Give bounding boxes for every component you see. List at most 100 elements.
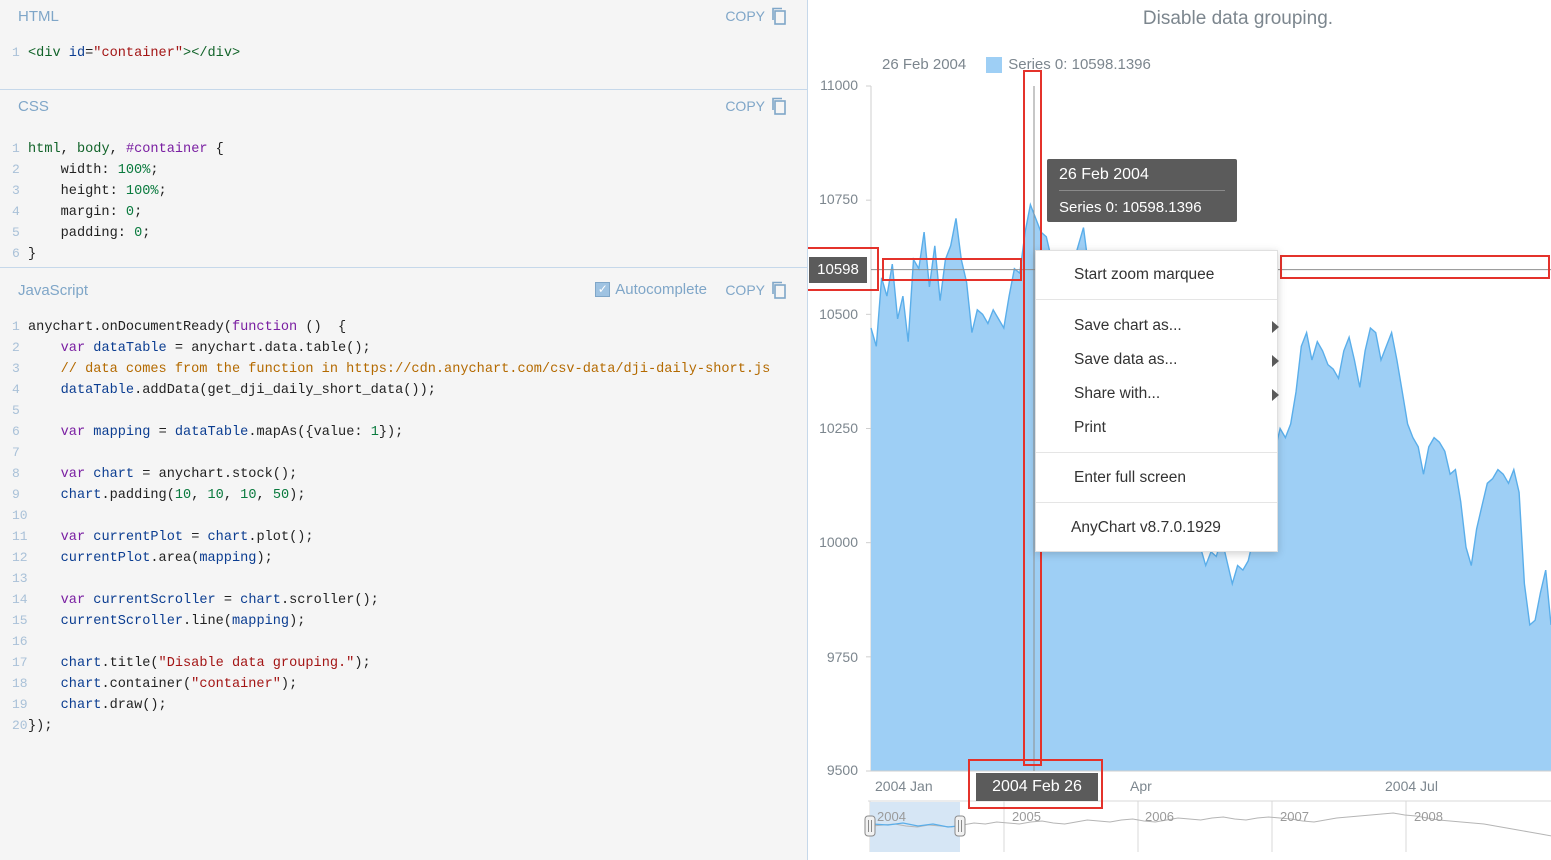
code-line[interactable]: 16 xyxy=(0,631,770,652)
code-token xyxy=(28,467,61,482)
code-line[interactable]: 20}); xyxy=(0,715,770,736)
line-number: 15 xyxy=(12,613,28,628)
menu-item-save-chart-as[interactable]: Save chart as... xyxy=(1074,313,1279,339)
code-token xyxy=(28,614,61,629)
autocomplete-checkbox[interactable]: ✓ xyxy=(595,282,611,297)
code-token: var xyxy=(60,467,86,482)
code-token: , xyxy=(191,488,208,503)
line-number: 12 xyxy=(12,550,28,565)
code-token: var xyxy=(60,425,86,440)
code-token: padding: xyxy=(28,226,135,241)
x-tick-label: Apr xyxy=(1130,778,1152,794)
highlight-box-y-label xyxy=(808,247,879,291)
code-token: html xyxy=(28,142,61,157)
scroller-year-label: 2008 xyxy=(1414,809,1443,824)
code-line[interactable]: 3 height: 100%; xyxy=(0,180,224,201)
menu-item-enter-full-screen[interactable]: Enter full screen xyxy=(1074,469,1186,486)
highlight-box-crosshair-right xyxy=(1280,255,1550,279)
code-token: = xyxy=(183,530,208,545)
code-token: = anychart.data.table(); xyxy=(166,341,371,356)
line-number: 3 xyxy=(12,183,20,198)
menu-item-save-data-as[interactable]: Save data as... xyxy=(1074,347,1279,373)
code-token: chart xyxy=(60,488,102,503)
line-number: 11 xyxy=(12,529,28,544)
code-token: .container( xyxy=(101,677,192,692)
autocomplete-label: Autocomplete xyxy=(615,281,707,298)
code-line[interactable]: 2 width: 100%; xyxy=(0,159,224,180)
code-token xyxy=(28,488,61,503)
code-token: dataTable xyxy=(60,383,135,398)
code-token: chart xyxy=(60,677,102,692)
scroller-thumb-handle[interactable] xyxy=(954,815,966,837)
submenu-arrow-icon xyxy=(1272,355,1279,367)
menu-item-start-zoom-marquee[interactable]: Start zoom marquee xyxy=(1074,266,1215,283)
javascript-code-editor[interactable]: 1 anychart.onDocumentReady(function () {2… xyxy=(0,316,770,736)
code-line[interactable]: 7 xyxy=(0,442,770,463)
code-line[interactable]: 1 anychart.onDocumentReady(function () { xyxy=(0,316,770,337)
code-line[interactable]: 15 currentScroller.line(mapping); xyxy=(0,610,770,631)
copy-icon xyxy=(771,97,787,115)
menu-item-anychart-version[interactable]: AnyChart v8.7.0.1929 xyxy=(1071,519,1221,536)
y-tick-label: 10000 xyxy=(819,534,858,550)
code-line[interactable]: 4 dataTable.addData(get_dji_daily_short_… xyxy=(0,379,770,400)
highlight-box-crosshair-left xyxy=(882,258,1022,281)
code-token: mapping xyxy=(199,551,257,566)
code-line[interactable]: 13 xyxy=(0,568,770,589)
x-tick-label: 2004 Jul xyxy=(1385,778,1438,794)
legend-item-series-0[interactable]: Series 0: 10598.1396 xyxy=(980,56,1151,73)
context-menu: Start zoom marquee Save chart as... Save… xyxy=(1035,250,1279,552)
line-number: 6 xyxy=(12,246,20,261)
line-number: 16 xyxy=(12,634,28,649)
code-line[interactable]: 14 var currentScroller = chart.scroller(… xyxy=(0,589,770,610)
code-line[interactable]: 19 chart.draw(); xyxy=(0,694,770,715)
code-token: ; xyxy=(158,184,167,199)
css-code-editor[interactable]: 1 html, body, #container {2 width: 100%; 3… xyxy=(0,138,224,264)
code-line[interactable]: 18 chart.container("container"); xyxy=(0,673,770,694)
code-line[interactable]: 6} xyxy=(0,243,224,264)
code-line[interactable]: 8 var chart = anychart.stock(); xyxy=(0,463,770,484)
code-line[interactable]: 12 currentPlot.area(mapping); xyxy=(0,547,770,568)
code-token: , xyxy=(60,142,77,157)
code-line[interactable]: 3 // data comes from the function in htt… xyxy=(0,358,770,379)
html-copy-button[interactable]: COPY xyxy=(725,7,787,25)
menu-item-print[interactable]: Print xyxy=(1074,419,1106,436)
code-line[interactable]: 11 var currentPlot = chart.plot(); xyxy=(0,526,770,547)
code-line[interactable]: 5 padding: 0; xyxy=(0,222,224,243)
legend-date: 26 Feb 2004 xyxy=(882,56,967,73)
chart-preview-pane[interactable]: Disable data grouping. 26 Feb 2004 Serie… xyxy=(808,0,1551,860)
legend-swatch xyxy=(986,56,1003,73)
code-line[interactable]: 10 xyxy=(0,505,770,526)
code-token xyxy=(28,551,61,566)
code-token: , xyxy=(109,142,126,157)
code-token: ); xyxy=(289,614,306,629)
menu-item-share-with[interactable]: Share with... xyxy=(1074,381,1279,407)
css-copy-button[interactable]: COPY xyxy=(725,97,787,115)
scroller-year-label: 2007 xyxy=(1280,809,1309,824)
html-code-editor[interactable]: 1 <div id="container"></div> xyxy=(0,42,240,63)
scroller-thumb-handle[interactable] xyxy=(864,815,876,837)
code-line[interactable]: 1 html, body, #container { xyxy=(0,138,224,159)
code-editor-pane: HTML COPY 1 <div id="container"></div> CS… xyxy=(0,0,808,860)
line-number: 2 xyxy=(12,340,20,355)
line-number: 10 xyxy=(12,508,28,523)
y-tick-label: 9750 xyxy=(826,649,858,665)
code-line[interactable]: 9 chart.padding(10, 10, 10, 50); xyxy=(0,484,770,505)
y-tick-label: 10500 xyxy=(819,306,858,322)
line-number: 13 xyxy=(12,571,28,586)
code-token: "container" xyxy=(191,677,281,692)
code-line[interactable]: 4 margin: 0; xyxy=(0,201,224,222)
code-token: currentPlot xyxy=(93,530,184,545)
javascript-section-title: JavaScript xyxy=(18,282,89,299)
code-line[interactable]: 5 xyxy=(0,400,770,421)
javascript-copy-button[interactable]: COPY xyxy=(725,281,787,299)
code-token: 50 xyxy=(272,488,290,503)
code-token: , xyxy=(256,488,273,503)
code-line[interactable]: 17 chart.title("Disable data grouping.")… xyxy=(0,652,770,673)
code-line[interactable]: 6 var mapping = dataTable.mapAs({value: … xyxy=(0,421,770,442)
code-token: currentScroller xyxy=(60,614,184,629)
code-token xyxy=(28,383,61,398)
autocomplete-toggle[interactable]: ✓ Autocomplete xyxy=(595,281,707,298)
code-line[interactable]: 2 var dataTable = anychart.data.table(); xyxy=(0,337,770,358)
code-token: margin: xyxy=(28,205,126,220)
code-line[interactable]: 1 <div id="container"></div> xyxy=(0,42,240,63)
